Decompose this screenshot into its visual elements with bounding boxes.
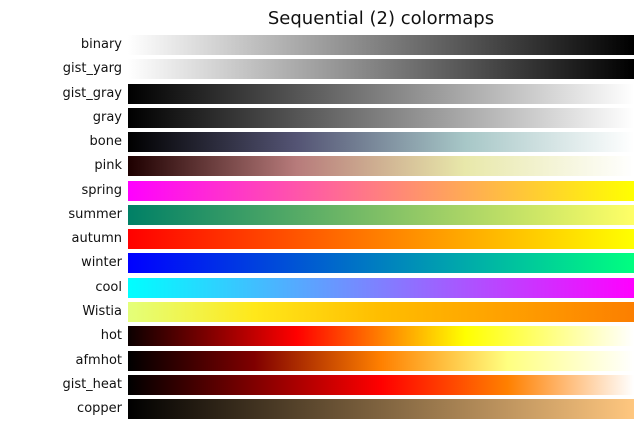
colormap-gradient-bar — [128, 278, 634, 298]
colormap-gradient-bar — [128, 156, 634, 176]
colormap-label: hot — [100, 328, 122, 343]
colormap-gradient-bar — [128, 375, 634, 395]
colormap-row: gray — [0, 108, 640, 128]
colormap-gradient-bar — [128, 108, 634, 128]
colormap-gradient-bar — [128, 181, 634, 201]
colormap-gradient-bar — [128, 253, 634, 273]
colormap-label: bone — [89, 134, 122, 149]
colormap-gradient-bar — [128, 84, 634, 104]
colormap-row: binary — [0, 35, 640, 55]
colormap-label: cool — [95, 280, 122, 295]
colormap-label: Wistia — [82, 304, 122, 319]
colormap-label: pink — [94, 158, 122, 173]
colormap-label: winter — [81, 255, 122, 270]
colormap-gradient-bar — [128, 229, 634, 249]
colormap-label: spring — [81, 183, 122, 198]
colormap-gradient-bar — [128, 326, 634, 346]
colormap-label: gist_yarg — [62, 61, 122, 76]
colormap-gradient-bar — [128, 35, 634, 55]
colormap-label: summer — [68, 207, 122, 222]
colormap-row: gist_yarg — [0, 59, 640, 79]
colormap-row: winter — [0, 253, 640, 273]
colormap-gradient-bar — [128, 399, 634, 419]
colormap-row: gist_heat — [0, 375, 640, 395]
colormap-gradient-bar — [128, 132, 634, 152]
colormap-row: afmhot — [0, 351, 640, 371]
colormap-gradient-bar — [128, 351, 634, 371]
colormap-label: gist_heat — [62, 377, 122, 392]
colormap-row: gist_gray — [0, 84, 640, 104]
colormap-row: bone — [0, 132, 640, 152]
colormap-gradient-bar — [128, 302, 634, 322]
colormap-row: Wistia — [0, 302, 640, 322]
colormap-gradient-bar — [128, 59, 634, 79]
colormap-row: cool — [0, 278, 640, 298]
colormap-label: binary — [80, 37, 122, 52]
colormap-row: copper — [0, 399, 640, 419]
colormap-row: autumn — [0, 229, 640, 249]
colormap-label: autumn — [71, 231, 122, 246]
colormap-row: spring — [0, 181, 640, 201]
colormap-label: gist_gray — [62, 86, 123, 101]
colormap-row: hot — [0, 326, 640, 346]
chart-title: Sequential (2) colormaps — [267, 8, 495, 29]
colormap-gradient-bar — [128, 205, 634, 225]
colormap-row: pink — [0, 156, 640, 176]
colormap-row: summer — [0, 205, 640, 225]
colormap-label: copper — [77, 401, 122, 416]
colormap-label: gray — [92, 110, 122, 125]
colormap-label: afmhot — [75, 353, 123, 368]
